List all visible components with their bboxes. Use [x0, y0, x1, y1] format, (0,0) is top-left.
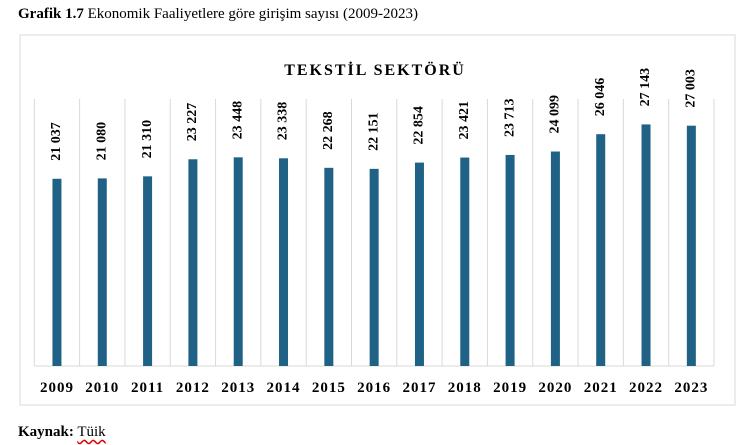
value-label: 21 080 — [94, 122, 109, 161]
bar — [641, 124, 651, 366]
value-label: 22 268 — [321, 111, 336, 150]
value-label: 24 099 — [548, 95, 563, 134]
source-text: Tüik — [77, 424, 106, 440]
x-tick-label: 2021 — [584, 380, 618, 396]
bar — [596, 134, 606, 366]
source-label: Kaynak: — [18, 424, 74, 440]
bar — [505, 154, 515, 366]
bar — [143, 176, 153, 366]
x-tick-label: 2015 — [312, 380, 346, 396]
x-tick-label: 2022 — [629, 380, 663, 396]
bar — [233, 157, 243, 366]
x-tick-label: 2018 — [448, 380, 482, 396]
caption-text: Ekonomik Faaliyetlere göre girişim sayıs… — [87, 6, 418, 22]
value-label: 23 713 — [502, 98, 517, 137]
value-label: 22 854 — [412, 106, 427, 145]
x-tick-label: 2016 — [357, 380, 391, 396]
chart-title: TEKSTİL SEKTÖRÜ — [284, 60, 466, 79]
x-tick-label: 2014 — [267, 380, 301, 396]
value-label: 27 143 — [638, 68, 653, 107]
source: Kaynak: Tüik — [18, 424, 106, 441]
bar — [414, 162, 424, 366]
bar — [686, 125, 696, 366]
bar — [369, 168, 379, 366]
x-tick-label: 2023 — [674, 380, 708, 396]
bar — [188, 159, 198, 366]
value-label: 27 003 — [684, 69, 699, 108]
value-label: 23 448 — [230, 101, 245, 140]
value-label: 26 046 — [593, 78, 608, 117]
bar — [97, 178, 107, 366]
bar — [52, 178, 62, 366]
value-label: 23 421 — [457, 101, 472, 140]
value-label: 23 338 — [276, 102, 291, 141]
value-label: 23 227 — [185, 103, 200, 142]
x-tick-label: 2017 — [402, 380, 436, 396]
bar — [279, 158, 289, 366]
value-label: 22 151 — [366, 112, 381, 151]
x-tick-label: 2010 — [85, 380, 119, 396]
bar — [550, 151, 560, 366]
x-tick-label: 2013 — [221, 380, 255, 396]
x-tick-label: 2020 — [538, 380, 572, 396]
caption: Grafik 1.7 Ekonomik Faaliyetlere göre gi… — [18, 6, 418, 23]
bar — [460, 157, 470, 366]
x-tick-label: 2012 — [176, 380, 210, 396]
caption-label: Grafik 1.7 — [18, 6, 84, 22]
x-tick-label: 2011 — [131, 380, 164, 396]
value-label: 21 037 — [49, 122, 64, 161]
value-label: 21 310 — [140, 120, 155, 159]
x-tick-label: 2009 — [40, 380, 74, 396]
x-tick-label: 2019 — [493, 380, 527, 396]
bar — [324, 167, 334, 366]
